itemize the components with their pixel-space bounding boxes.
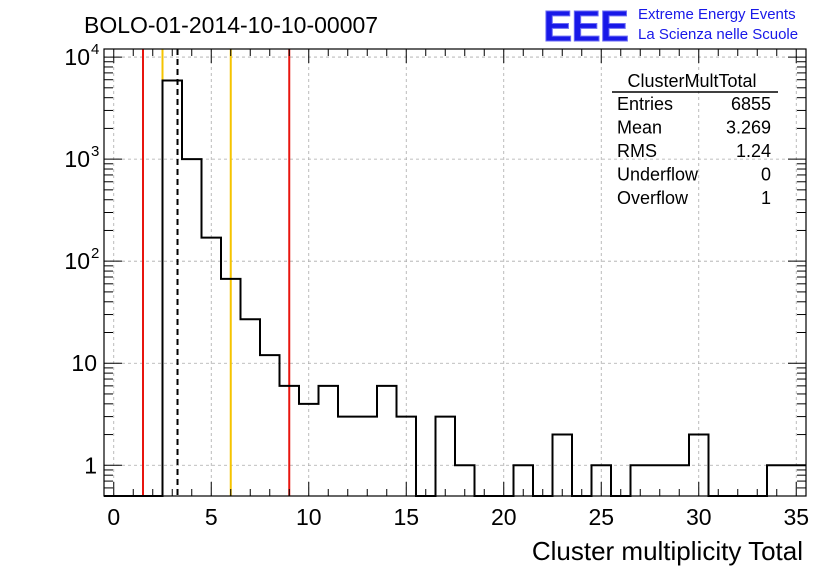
logo-line1: Extreme Energy Events	[638, 6, 796, 23]
stats-label: Mean	[617, 118, 662, 138]
y-tick-label: 1	[84, 452, 97, 478]
x-axis-label: Cluster multiplicity Total	[532, 536, 803, 566]
histogram-outline	[104, 79, 806, 497]
histogram-bin	[182, 159, 202, 496]
y-tick-exponent: 3	[91, 143, 99, 160]
x-tick-label: 15	[393, 504, 419, 530]
x-tick-label: 0	[107, 504, 120, 530]
x-tick-label: 20	[491, 504, 517, 530]
stats-title: ClusterMultTotal	[627, 71, 756, 91]
histogram-bin	[358, 417, 378, 496]
x-tick-label: 35	[783, 504, 809, 530]
x-tick-label: 10	[296, 504, 322, 530]
stats-value: 6855	[731, 94, 771, 114]
logo-line2: La Scienza nelle Scuole	[638, 26, 798, 43]
histogram	[104, 79, 806, 497]
stats-value: 1	[761, 188, 771, 208]
stats-label: Overflow	[617, 188, 689, 208]
stats-label: Underflow	[617, 165, 699, 185]
histogram-bin	[241, 319, 261, 496]
eee-logo: EEE Extreme Energy Events La Scienza nel…	[543, 2, 799, 52]
y-tick-label: 10	[64, 248, 90, 274]
stats-label: RMS	[617, 141, 657, 161]
y-tick-exponent: 4	[91, 41, 99, 58]
histogram-bin	[319, 386, 339, 496]
histogram-bin	[377, 386, 397, 496]
y-tick-label: 10	[71, 350, 97, 376]
y-tick-label: 10	[64, 146, 90, 172]
plot-frame	[103, 48, 807, 497]
x-tick-label: 25	[588, 504, 614, 530]
x-tick-label: 30	[686, 504, 712, 530]
stats-label: Entries	[617, 94, 673, 114]
stats-value: 1.24	[736, 141, 771, 161]
marker-lines	[142, 49, 291, 496]
y-tick-label: 10	[64, 44, 90, 70]
histogram-bin	[436, 417, 456, 496]
stats-box: ClusterMultTotal Entries 6855 Mean 3.269 RMS…	[612, 71, 778, 208]
chart-title: BOLO-01-2014-10-10-00007	[84, 12, 378, 38]
histogram-bin	[260, 355, 280, 496]
x-tick-label: 5	[205, 504, 218, 530]
histogram-bin	[338, 417, 358, 496]
stats-value: 0	[761, 165, 771, 185]
histogram-bin	[163, 80, 183, 496]
y-tick-exponent: 2	[91, 245, 99, 262]
logo-letters: EEE	[543, 2, 628, 51]
stats-value: 3.269	[726, 118, 771, 138]
